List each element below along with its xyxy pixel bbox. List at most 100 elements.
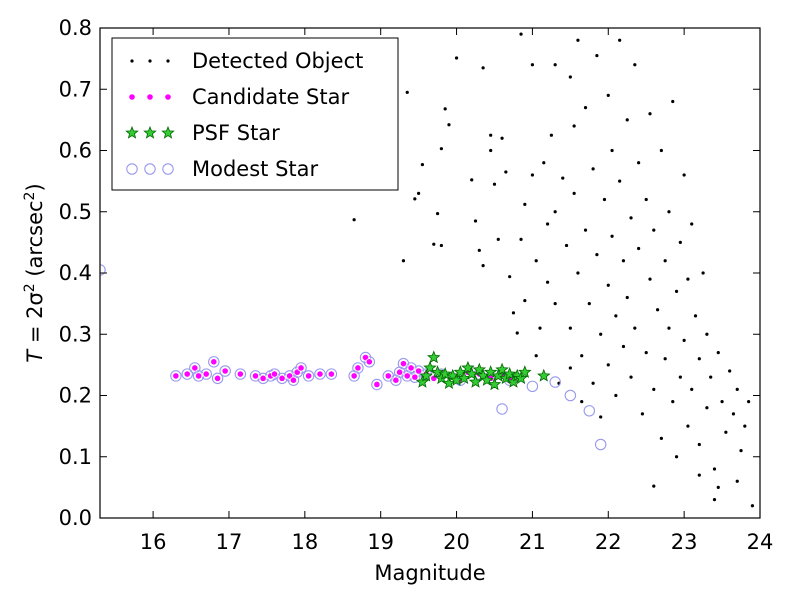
modest-star-point: [594, 438, 607, 451]
detected-object-point: [735, 479, 739, 483]
detected-object-point: [720, 400, 724, 404]
detected-object-point: [671, 99, 675, 104]
detected-object-point: [629, 375, 633, 379]
candidate-star-point: [251, 372, 260, 380]
series-detected-object: [352, 32, 755, 508]
detected-object-point: [709, 375, 713, 379]
x-axis-label: Magnitude: [374, 561, 485, 585]
detected-object-point: [599, 415, 603, 419]
y-axis-label: T = 2σ2 (arcsec2): [22, 183, 47, 362]
detected-object-point: [595, 253, 599, 257]
detected-object-point: [443, 107, 447, 111]
detected-object-point: [538, 326, 542, 330]
psf-star-point: [438, 366, 452, 380]
detected-object-point: [637, 246, 641, 251]
detected-object-point: [652, 484, 656, 488]
detected-object-point: [568, 75, 572, 79]
modest-star-point: [583, 405, 596, 417]
detected-object-point: [435, 211, 440, 216]
detected-object-point: [663, 259, 667, 263]
psf-star-point: [518, 365, 532, 378]
psf-star-point: [419, 368, 433, 382]
detected-object-point: [580, 400, 584, 404]
detected-object-point: [504, 170, 508, 174]
y-axis-label-unit: (arcsec: [23, 200, 47, 283]
detected-object-point: [401, 259, 406, 263]
y-tick-label: 0.0: [59, 506, 92, 530]
candidate-star-point: [191, 364, 199, 372]
detected-object-point: [682, 173, 686, 177]
detected-object-point: [470, 178, 474, 182]
detected-object-point: [712, 498, 717, 502]
psf-star-point: [514, 371, 528, 385]
detected-object-point: [735, 387, 739, 391]
detected-object-point: [743, 424, 747, 428]
y-axis-label-equals: = 2σ: [23, 292, 47, 350]
legend-marker-detected-object: [166, 59, 170, 63]
candidate-star-point: [297, 364, 305, 372]
candidate-star-point: [316, 370, 324, 378]
detected-object-point: [352, 218, 356, 222]
legend-marker-psf-star: [161, 125, 175, 139]
detected-object-point: [489, 133, 493, 137]
detected-object-point: [602, 197, 607, 202]
detected-object-point: [648, 277, 652, 281]
modest-star-point: [352, 362, 364, 374]
legend-marker-psf-star: [125, 125, 139, 139]
psf-star-point: [495, 362, 509, 376]
detected-object-point: [561, 176, 565, 180]
detected-object-point: [621, 344, 626, 349]
y-tick-label: 0.3: [59, 322, 92, 346]
detected-object-point: [724, 430, 728, 434]
detected-object-point: [599, 332, 603, 336]
detected-object-point: [576, 38, 580, 42]
modest-star-point: [371, 378, 383, 391]
detected-object-point: [671, 400, 675, 404]
legend-box: [111, 37, 399, 191]
detected-object-point: [549, 133, 553, 137]
detected-object-point: [644, 351, 648, 355]
modest-star-point: [295, 362, 307, 374]
candidate-star-point: [415, 367, 423, 375]
detected-object-point: [530, 173, 535, 177]
legend-label-psf-star: PSF Star: [192, 121, 280, 145]
detected-object-point: [492, 182, 497, 186]
y-axis-label-symbol: T: [23, 348, 47, 363]
psf-star-point: [427, 350, 441, 364]
candidate-star-point: [407, 364, 415, 372]
detected-object-point: [500, 136, 504, 140]
candidate-star-point: [384, 372, 392, 380]
detected-object-point: [583, 228, 588, 232]
candidate-star-point: [270, 370, 279, 378]
legend-marker-detected-object: [148, 59, 152, 63]
detected-object-point: [633, 326, 637, 330]
detected-object-point: [534, 354, 538, 358]
candidate-star-point: [350, 372, 358, 380]
detected-object-point: [728, 369, 732, 373]
x-tick-label: 24: [747, 530, 774, 554]
y-tick-label: 0.6: [59, 139, 92, 163]
detected-object-point: [747, 400, 751, 404]
modest-star-point: [234, 368, 247, 380]
detected-object-point: [519, 237, 523, 241]
candidate-star-point: [354, 364, 362, 372]
legend-marker-modest-star: [126, 163, 138, 175]
x-tick-label: 19: [367, 530, 394, 554]
modest-star-point: [211, 372, 224, 385]
psf-star-point: [480, 373, 494, 386]
detected-object-point: [519, 32, 523, 36]
detected-object-point: [716, 485, 720, 489]
x-tick-label: 17: [216, 530, 243, 554]
candidate-star-point: [403, 372, 411, 380]
detected-object-point: [705, 406, 709, 410]
detected-object-point: [587, 302, 591, 306]
x-tick-label: 21: [519, 530, 546, 554]
detected-object-point: [697, 442, 701, 447]
detected-object-point: [618, 38, 622, 42]
detected-object-point: [690, 222, 694, 226]
detected-object-point: [553, 63, 557, 67]
psf-star-point: [472, 362, 487, 376]
detected-object-point: [545, 280, 550, 284]
modest-star-point: [363, 356, 376, 368]
detected-object-point: [511, 311, 516, 315]
